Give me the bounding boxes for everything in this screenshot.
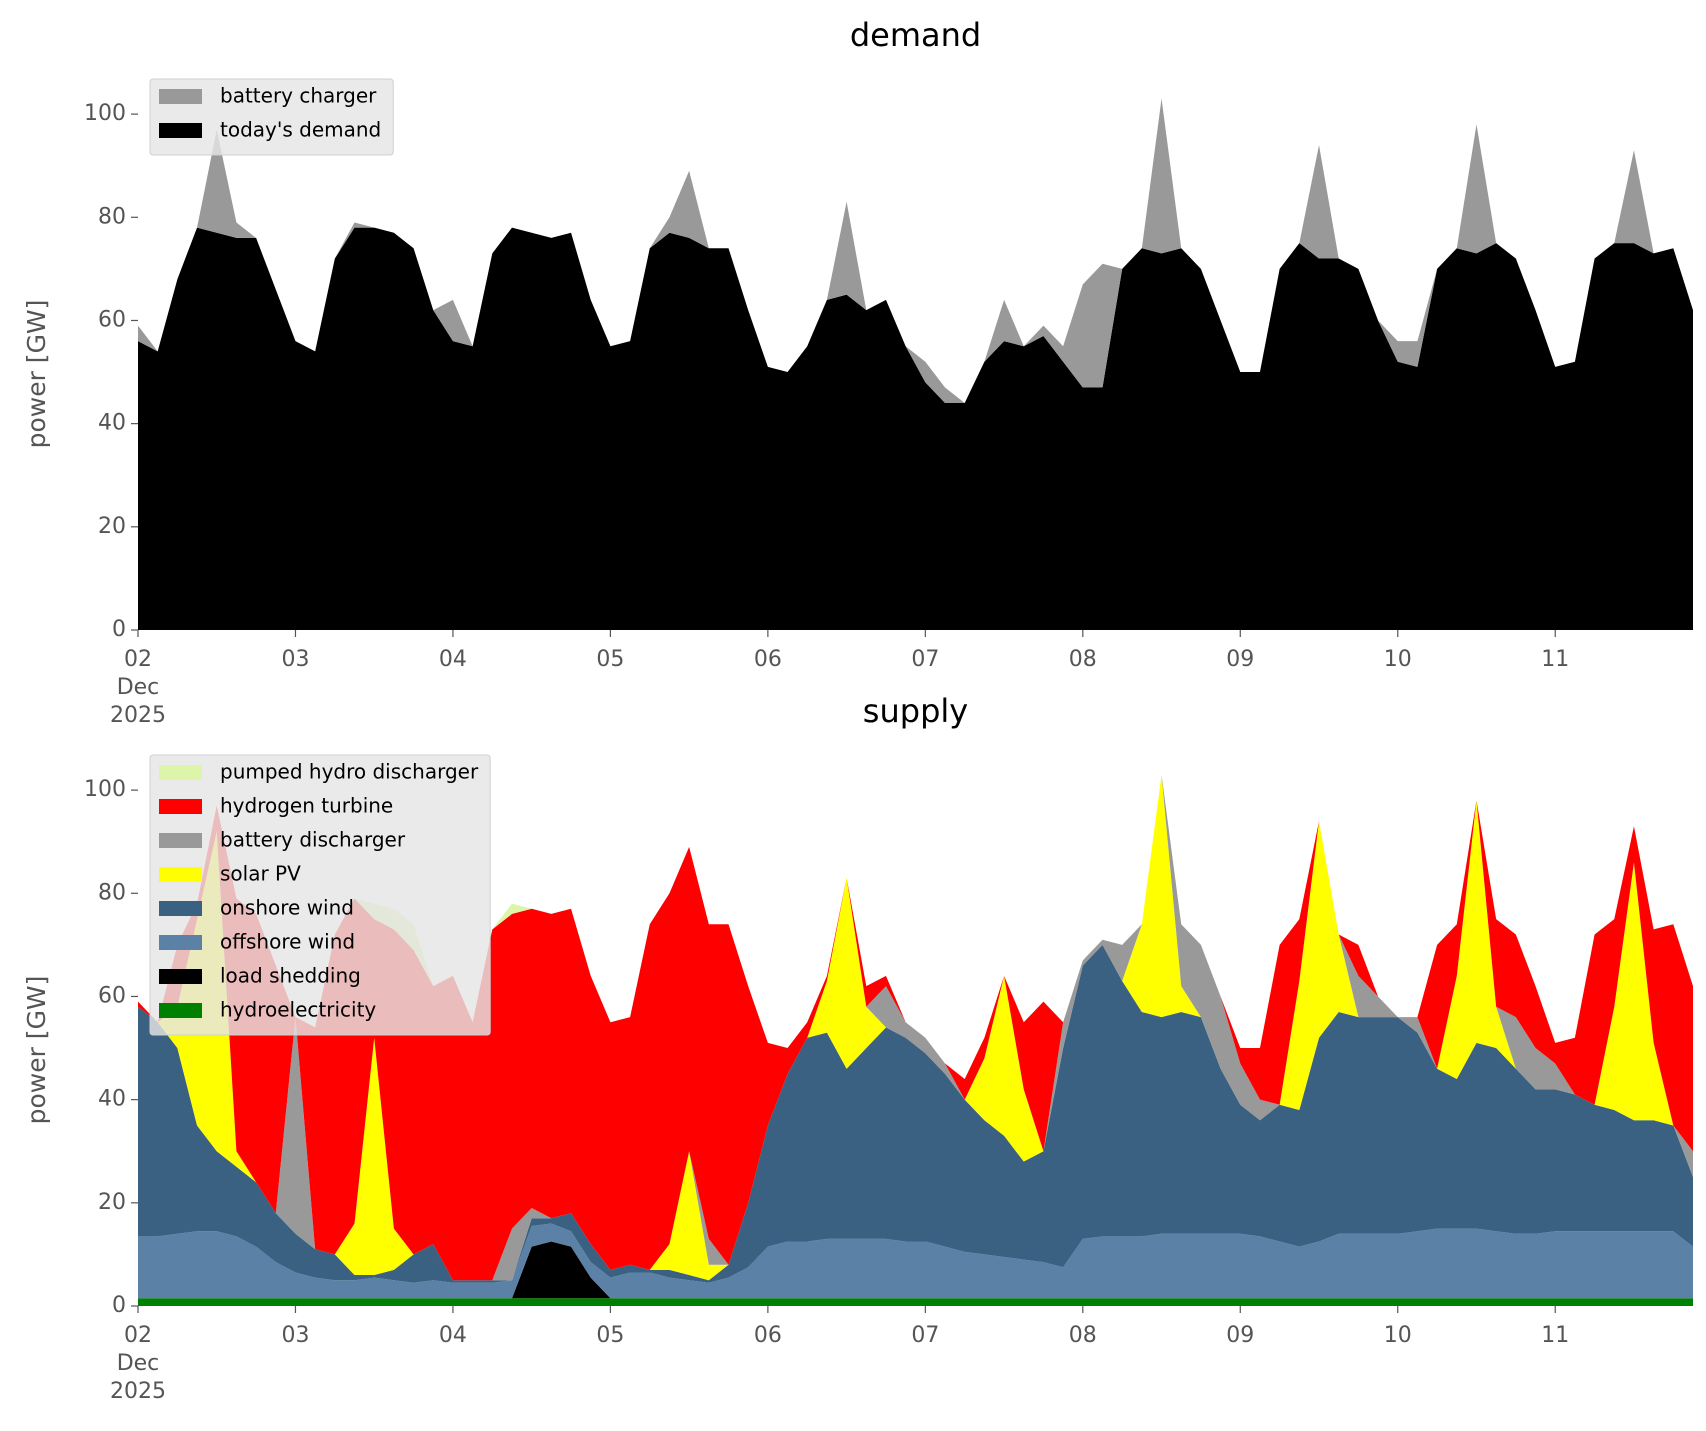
legend-label: offshore wind: [220, 930, 355, 954]
x-tick-label: 07: [911, 647, 939, 672]
legend-swatch: [159, 833, 202, 848]
x-tick-label: 08: [1069, 1323, 1097, 1348]
legend-swatch: [159, 969, 202, 984]
x-tick-label: 03: [281, 647, 309, 672]
x-tick-label: 06: [754, 1323, 782, 1348]
legend-label: solar PV: [220, 862, 301, 886]
legend-swatch: [159, 765, 202, 780]
x-tick-label: 10: [1384, 647, 1412, 672]
x-tick-label: 07: [911, 1323, 939, 1348]
x-tick-label: 10: [1384, 1323, 1412, 1348]
y-axis-label: power [GW]: [22, 976, 51, 1125]
x-tick-label: 11: [1541, 647, 1569, 672]
legend-label: pumped hydro discharger: [220, 760, 479, 784]
legend-label: battery discharger: [220, 828, 406, 852]
area-series: [138, 1298, 1693, 1306]
legend-swatch: [159, 123, 202, 138]
x-tick-label: 02 Dec 2025: [110, 647, 166, 728]
legend: battery charger today's demand: [149, 78, 394, 156]
x-tick-label: 03: [281, 1323, 309, 1348]
x-tick-label: 05: [596, 1323, 624, 1348]
area-series: [138, 227, 1693, 631]
legend-label: hydrogen turbine: [220, 794, 393, 818]
legend-swatch: [159, 867, 202, 882]
legend-swatch: [159, 1003, 202, 1018]
area-series: [138, 774, 1693, 1281]
y-tick-label: 60: [98, 307, 126, 332]
y-tick-label: 80: [98, 204, 126, 229]
area-series: [138, 1241, 1693, 1299]
legend-box: [149, 754, 491, 1036]
legend-swatch: [159, 799, 202, 814]
chart-title: demand: [850, 16, 981, 54]
area-series: [138, 944, 1693, 1283]
legend-label: load shedding: [220, 964, 361, 988]
legend: pumped hydro discharger hydrogen turbine b…: [149, 754, 491, 1036]
y-tick-label: 60: [98, 983, 126, 1008]
x-tick-label: 04: [439, 647, 467, 672]
x-tick-label: 08: [1069, 647, 1097, 672]
legend-swatch: [159, 901, 202, 916]
legend-swatch: [159, 935, 202, 950]
chart-title: supply: [863, 692, 968, 730]
y-tick-label: 80: [98, 880, 126, 905]
x-tick-label: 05: [596, 647, 624, 672]
y-tick-label: 40: [98, 411, 126, 436]
legend-label: battery charger: [220, 84, 377, 108]
legend-label: hydroelectricity: [220, 998, 376, 1022]
x-tick-label: 09: [1226, 1323, 1254, 1348]
y-tick-label: 100: [84, 101, 126, 126]
legend-label: today's demand: [220, 118, 381, 142]
x-tick-label: 02 Dec 2025: [110, 1323, 166, 1404]
legend-box: [149, 78, 394, 156]
y-axis-label: power [GW]: [22, 300, 51, 449]
area-series: [138, 774, 1693, 1281]
x-tick-label: 04: [439, 1323, 467, 1348]
y-tick-label: 100: [84, 777, 126, 802]
y-tick-label: 0: [112, 1293, 126, 1318]
y-tick-label: 20: [98, 1190, 126, 1215]
y-tick-label: 20: [98, 514, 126, 539]
y-tick-label: 0: [112, 617, 126, 642]
area-series: [138, 1223, 1693, 1299]
x-tick-label: 06: [754, 647, 782, 672]
x-tick-label: 09: [1226, 647, 1254, 672]
legend-label: onshore wind: [220, 896, 354, 920]
x-tick-label: 11: [1541, 1323, 1569, 1348]
legend-swatch: [159, 89, 202, 104]
y-tick-label: 40: [98, 1087, 126, 1112]
